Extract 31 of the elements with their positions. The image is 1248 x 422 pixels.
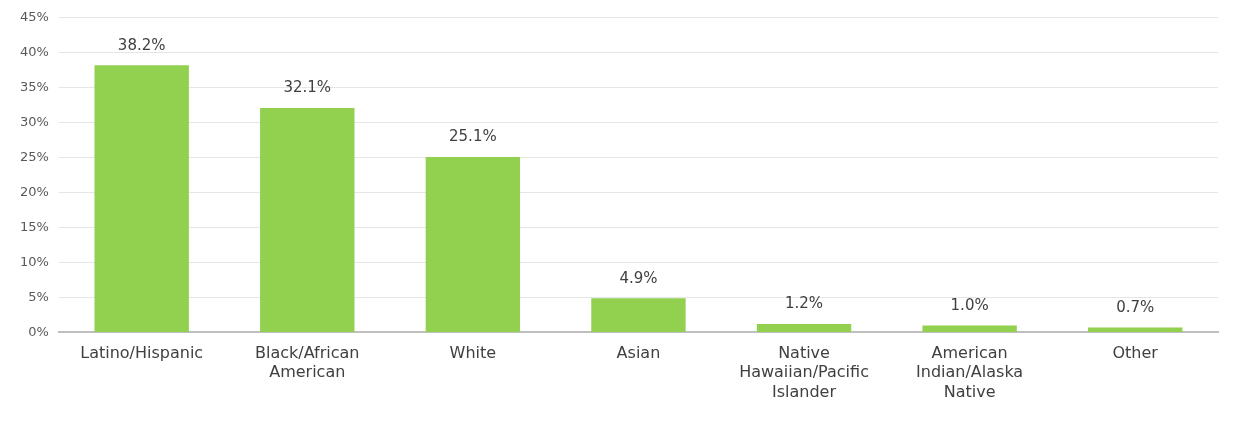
bar (756, 324, 852, 332)
bar (1088, 327, 1183, 332)
data-label: 1.2% (784, 294, 824, 313)
data-label: 38.2% (117, 35, 166, 54)
y-tick-label: 45% (19, 9, 49, 25)
bar (425, 156, 521, 332)
data-label: 0.7% (1116, 297, 1155, 316)
y-tick-label: 35% (19, 79, 49, 95)
y-tick-label: 10% (19, 253, 49, 269)
data-label: 1.0% (950, 295, 989, 314)
bar (922, 325, 1017, 332)
y-tick-label: 25% (19, 149, 49, 164)
y-tick-label: 5% (28, 288, 49, 304)
x-tick-label: White (449, 343, 497, 363)
x-tick-label: Asian (616, 343, 661, 363)
x-tick-label: Other (1112, 343, 1159, 363)
y-tick-label: 15% (19, 218, 49, 234)
data-label: 4.9% (619, 268, 658, 287)
x-tick-label: Latino/Hispanic (80, 343, 204, 363)
x-tick-label: American Indian/Alaska Native (916, 343, 1024, 401)
y-tick-label: 0% (28, 323, 49, 339)
x-tick-label: Native Hawaiian/Pacific Islander (739, 343, 869, 401)
y-tick-label: 30% (19, 114, 49, 130)
y-tick-label: 40% (19, 44, 49, 60)
x-tick-label: Black/African American (255, 343, 360, 382)
y-tick-label: 20% (19, 183, 49, 199)
bar (591, 298, 686, 332)
bar (260, 107, 355, 332)
data-label: 25.1% (449, 127, 497, 146)
data-label: 32.1% (283, 78, 332, 97)
bar (94, 65, 189, 332)
